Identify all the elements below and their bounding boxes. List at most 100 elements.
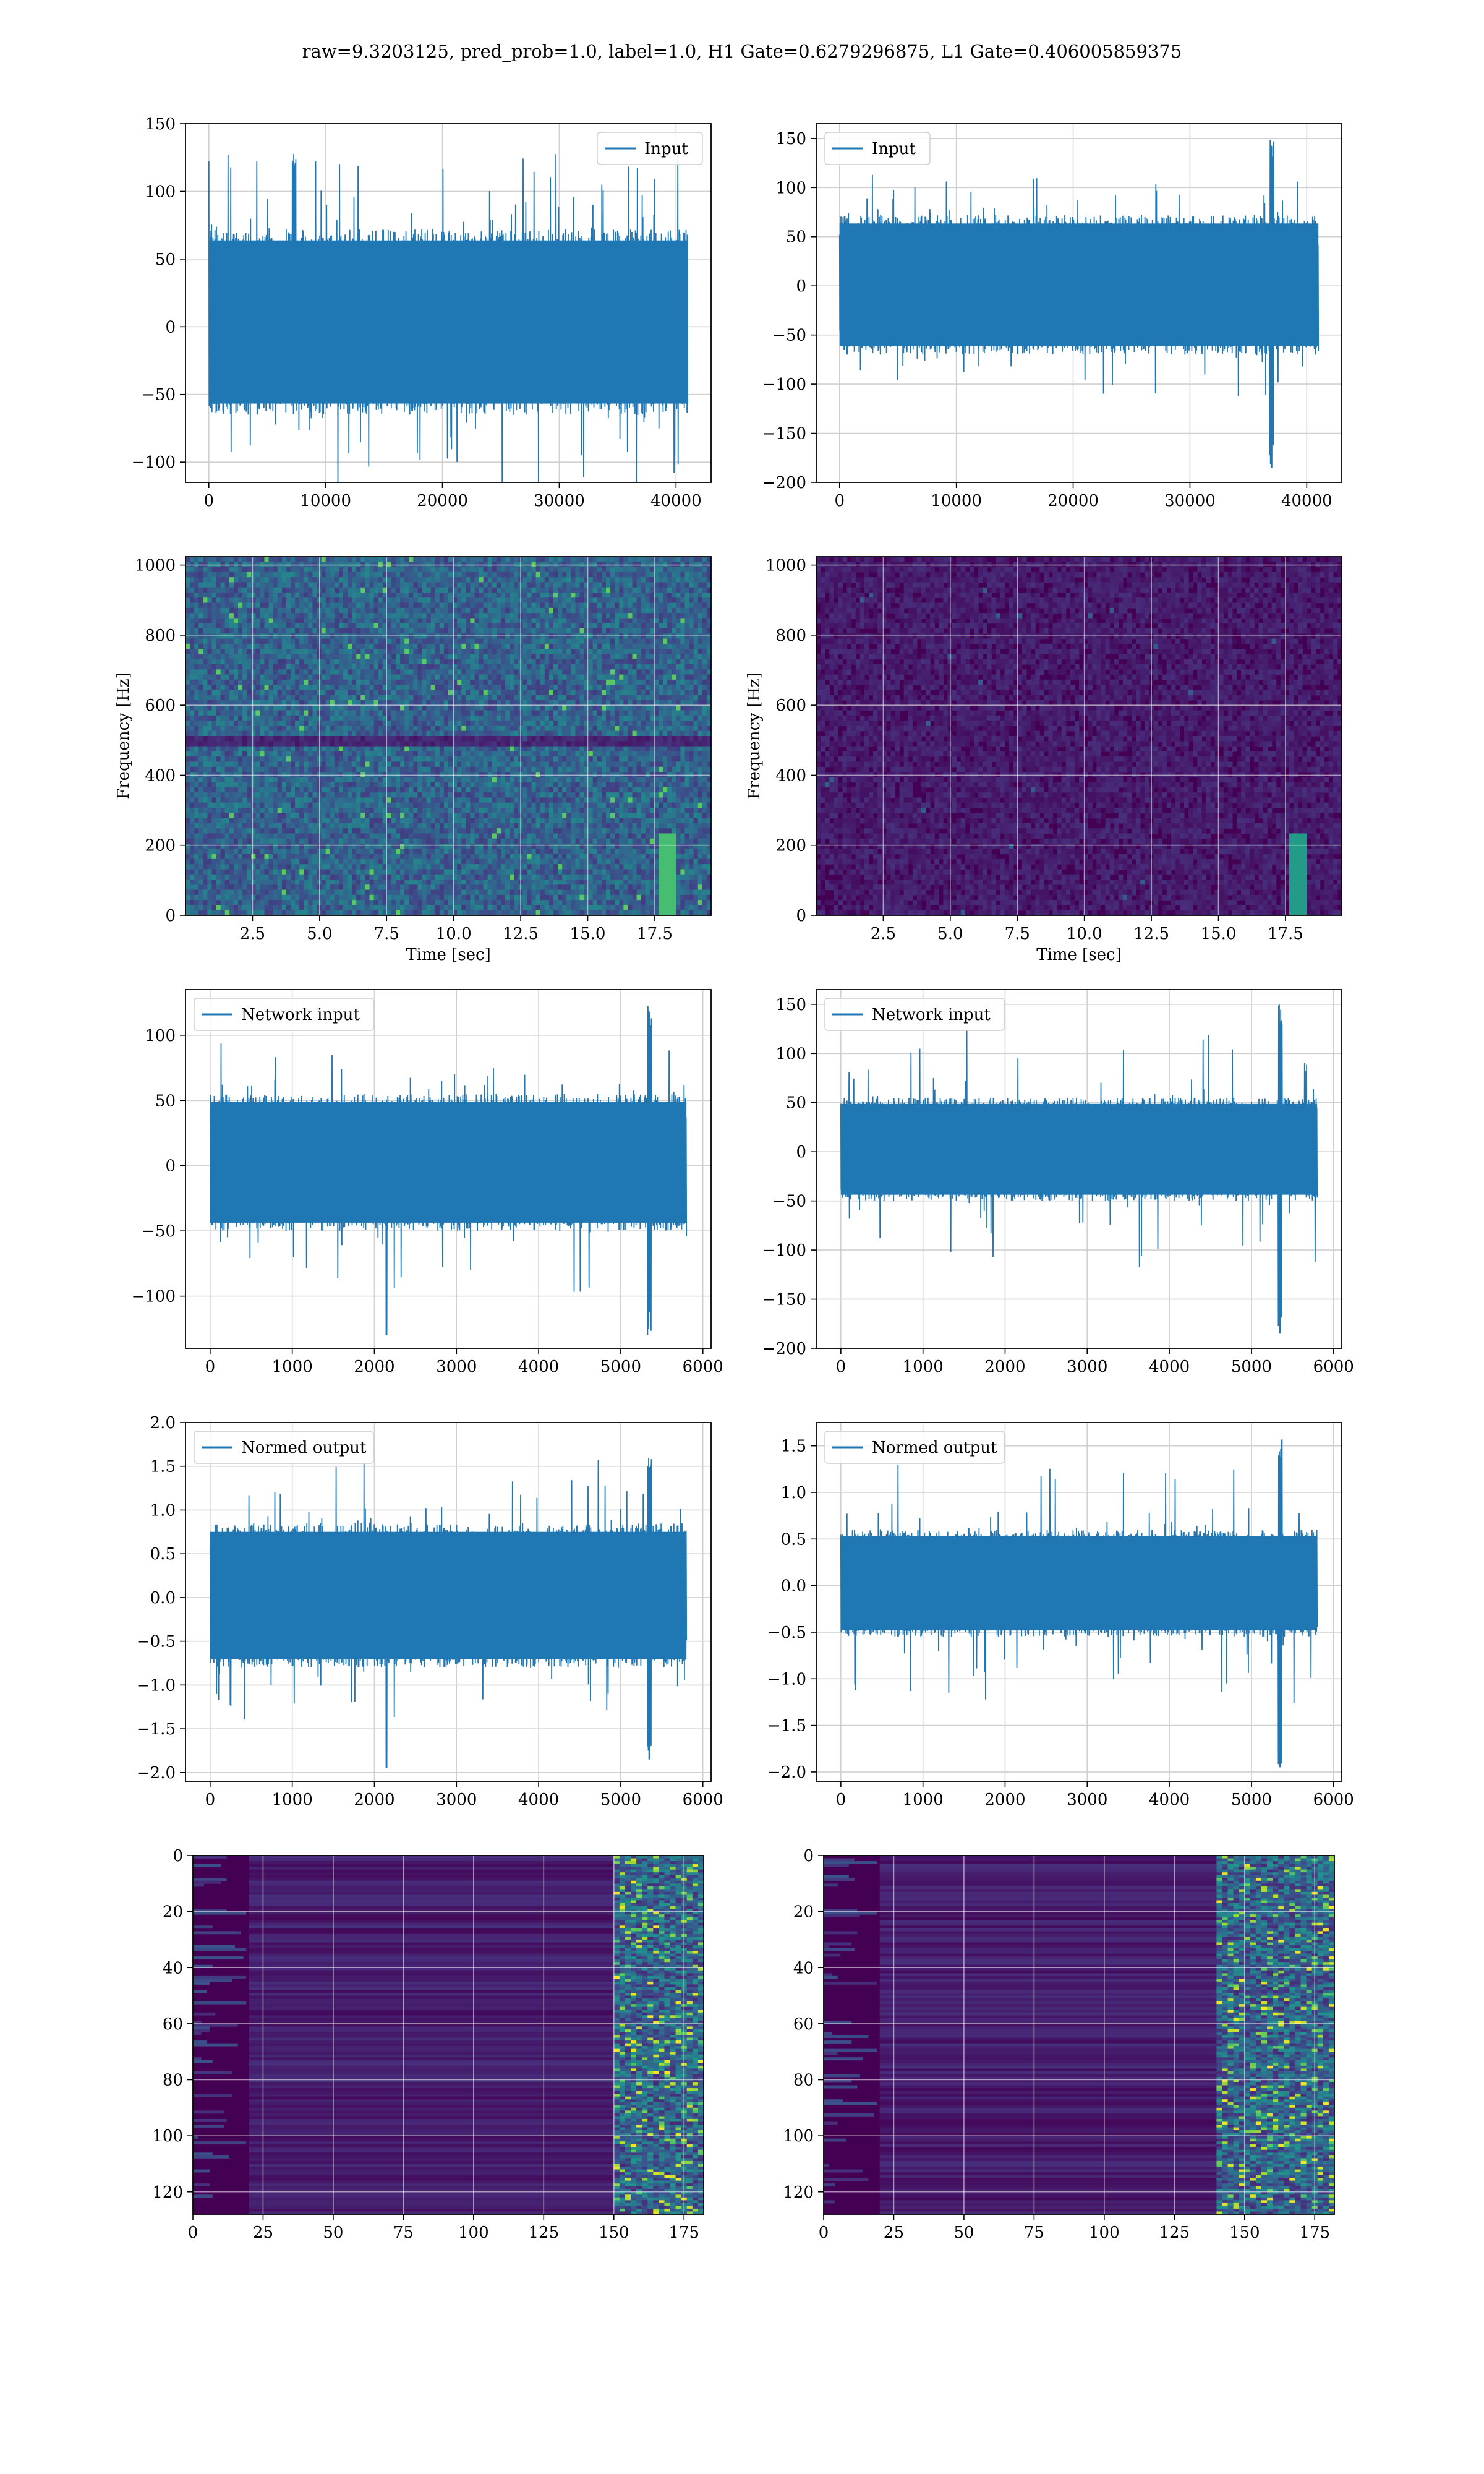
h1-spectrogram-cell	[348, 900, 352, 906]
h1-spectrogram-cell	[365, 884, 370, 891]
h1-spectrogram-cell	[343, 772, 348, 777]
h1-spectrogram-cell	[308, 567, 313, 573]
h1-spectrogram-cell	[247, 674, 252, 680]
h1-spectrogram-cell	[360, 557, 366, 562]
h1-spectrogram-cell	[194, 869, 199, 875]
h1-spectrogram-cell	[260, 715, 265, 721]
h1-spectrogram-cell	[334, 823, 339, 829]
h1-spectrogram-cell	[391, 557, 396, 562]
h1-spectrogram-cell	[396, 659, 401, 665]
h1-spectrogram-cell	[457, 823, 462, 829]
h1-spectrogram-cell	[247, 721, 252, 727]
h1-spectrogram-cell	[386, 792, 392, 798]
h1-spectrogram-cell	[356, 659, 361, 665]
h1-spectrogram-cell	[391, 766, 396, 773]
h1-spectrogram-cell	[453, 869, 458, 875]
h1-spectrogram-cell	[338, 593, 344, 598]
h1-spectrogram-cell	[186, 741, 190, 747]
h1-spectrogram-cell	[479, 623, 484, 629]
h1-spectrogram-cell	[220, 741, 226, 747]
h1-spectrogram-cell	[343, 828, 348, 834]
h1-spectrogram-cell	[255, 894, 261, 901]
h1-spectrogram-cell	[461, 649, 466, 655]
h1-spectrogram-cell	[190, 695, 195, 701]
h1-spectrogram-cell	[479, 797, 484, 803]
h1-spectrogram-cell	[461, 756, 466, 763]
h1-spectrogram-cell	[198, 618, 203, 624]
h1-spectrogram-cell	[304, 593, 309, 598]
h1-spectrogram-cell	[470, 674, 475, 680]
h1-spectrogram-cell	[466, 587, 471, 593]
h1-spectrogram-cell	[352, 623, 357, 629]
h1-spectrogram-cell	[194, 736, 199, 742]
h1-spectrogram-cell	[457, 741, 462, 747]
h1-spectrogram-cell	[343, 582, 348, 588]
h1-spectrogram-cell	[291, 787, 296, 793]
h1-spectrogram-cell	[391, 597, 396, 604]
h1-spectrogram-cell	[439, 772, 445, 777]
h1-spectrogram-cell	[295, 690, 300, 696]
h1-spectrogram-cell	[409, 844, 414, 849]
h1-spectrogram-cell	[386, 889, 392, 896]
h1-input-xtick-label: 0	[204, 492, 215, 510]
h1-spectrogram-cell	[238, 818, 243, 824]
h1-spectrogram-cell	[413, 802, 419, 808]
h1-spectrogram-cell	[247, 705, 252, 711]
h1-spectrogram-cell	[386, 777, 392, 783]
h1-spectrogram-cell	[224, 695, 230, 701]
h1-spectrogram-cell	[461, 679, 466, 685]
h1-spectrogram-cell	[470, 905, 475, 911]
h1-spectrogram-cell	[190, 844, 195, 849]
h1-spectrogram-cell	[338, 597, 344, 604]
h1-spectrogram-cell	[312, 736, 318, 742]
h1-spectrogram-cell	[382, 869, 388, 875]
h1-spectrogram-cell	[334, 695, 339, 701]
h1-spectrogram-cell	[238, 910, 243, 915]
h1-spectrogram-cell	[255, 679, 261, 685]
h1-spectrogram-cell	[251, 700, 256, 706]
h1-spectrogram-cell	[251, 818, 256, 824]
h1-spectrogram-cell	[268, 567, 274, 573]
h1-spectrogram-cell	[386, 705, 392, 711]
h1-spectrogram-cell	[435, 802, 440, 808]
h1-spectrogram-cell	[207, 910, 213, 915]
h1-spectrogram-cell	[422, 746, 427, 752]
h1-spectrogram-cell	[386, 633, 392, 640]
h1-spectrogram-cell	[220, 894, 226, 901]
h1-spectrogram-cell	[264, 792, 270, 798]
h1-spectrogram-cell	[391, 889, 396, 896]
h1-spectrogram-cell	[247, 910, 252, 915]
h1-spectrogram-cell	[334, 659, 339, 665]
h1-spectrogram-cell	[334, 690, 339, 696]
h1-spectrogram-cell	[426, 567, 432, 573]
h1-spectrogram-cell	[470, 889, 475, 896]
h1-spectrogram-cell	[220, 562, 226, 568]
h1-spectrogram-cell	[483, 557, 488, 562]
h1-spectrogram-cell	[422, 695, 427, 701]
h1-spectrogram-cell	[207, 562, 213, 568]
h1-spectrogram-cell	[268, 761, 274, 768]
h1-spectrogram-cell	[251, 761, 256, 768]
h1-spectrogram-cell	[466, 710, 471, 716]
h1-spectrogram-cell	[461, 638, 466, 644]
h1-spectrogram-cell	[224, 756, 230, 763]
h1-spectrogram-cell	[487, 730, 493, 737]
h1-spectrogram-cell	[304, 858, 309, 865]
h1-spectrogram-cell	[448, 792, 453, 798]
h1-spectrogram-cell	[304, 761, 309, 768]
h1-spectrogram-cell	[343, 695, 348, 701]
h1-spectrogram-cell	[378, 869, 383, 875]
h1-spectrogram-cell	[461, 838, 466, 844]
h1-spectrogram-cell	[216, 679, 221, 685]
h1-spectrogram-cell	[365, 849, 370, 855]
h1-spectrogram-cell	[409, 751, 414, 757]
h1-spectrogram-cell	[483, 849, 488, 855]
h1-spectrogram-cell	[325, 730, 331, 737]
h1-spectrogram-cell	[453, 730, 458, 737]
h1-spectrogram-cell	[247, 777, 252, 783]
h1-spectrogram-cell	[295, 715, 300, 721]
h1-spectrogram-cell	[369, 813, 375, 819]
h1-spectrogram-cell	[325, 710, 331, 716]
h1-spectrogram-cell	[430, 679, 436, 685]
h1-spectrogram-cell	[220, 874, 226, 880]
